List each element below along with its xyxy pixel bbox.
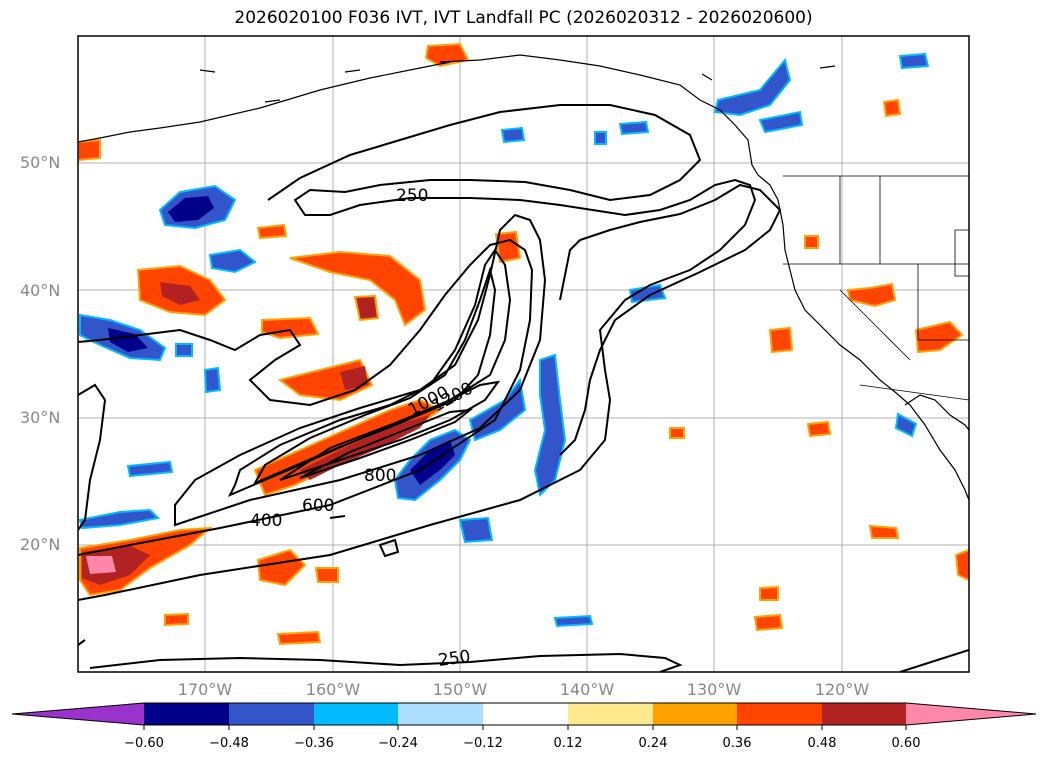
colorbar	[11, 702, 1037, 730]
colorbar-cell	[653, 703, 737, 725]
colorbar-tick-label: 0.12	[553, 736, 583, 751]
colorbar-cell	[144, 703, 229, 725]
colorbar-tick-label: 0.48	[807, 736, 837, 751]
colorbar-tick-label: 0.36	[722, 736, 752, 751]
lon-label-150w: 150°W	[432, 680, 488, 699]
colorbar-tick-label: −0.24	[378, 736, 418, 751]
colorbar-under-extension	[12, 703, 144, 725]
map-title: 2026020100 F036 IVT, IVT Landfall PC (20…	[234, 8, 813, 28]
contour-label-400: 400	[250, 511, 282, 531]
colorbar-cell	[737, 703, 822, 725]
pc-negative-regions	[78, 52, 930, 628]
lon-label-120w: 120°W	[814, 680, 870, 699]
contour-label-800: 800	[364, 466, 396, 486]
colorbar-tick-label: −0.60	[124, 736, 164, 751]
contour-label-600: 600	[302, 496, 334, 516]
state-borders	[783, 175, 969, 401]
lon-label-140w: 140°W	[559, 680, 615, 699]
map-area: 250 400 600 800 1000 1200 250	[78, 36, 969, 672]
contour-label-250-south: 250	[437, 647, 472, 671]
pc-positive-regions	[78, 42, 969, 646]
lon-label-160w: 160°W	[305, 680, 361, 699]
colorbar-cell	[229, 703, 314, 725]
colorbar-tick-label: 0.60	[891, 736, 921, 751]
map-frame	[77, 35, 970, 673]
lon-label-170w: 170°W	[177, 680, 233, 699]
lon-label-130w: 130°W	[686, 680, 742, 699]
colorbar-tick-label: −0.48	[209, 736, 249, 751]
ivt-contours	[78, 104, 969, 672]
lat-label-20n: 20°N	[20, 535, 61, 554]
colorbar-tick-label: −0.36	[294, 736, 334, 751]
colorbar-cell	[822, 703, 906, 725]
colorbar-cell	[314, 703, 398, 725]
coastlines	[78, 54, 969, 501]
colorbar-cell	[568, 703, 653, 725]
lat-label-30n: 30°N	[20, 408, 61, 427]
colorbar-tick-label: 0.24	[638, 736, 668, 751]
colorbar-over-extension	[906, 703, 1036, 725]
contour-label-250-north: 250	[396, 186, 428, 206]
colorbar-tick-label: −0.12	[463, 736, 503, 751]
colorbar-cell	[483, 703, 568, 725]
lat-label-40n: 40°N	[20, 281, 61, 300]
gridlines	[78, 36, 969, 672]
colorbar-cell	[398, 703, 483, 725]
lat-label-50n: 50°N	[20, 153, 61, 172]
